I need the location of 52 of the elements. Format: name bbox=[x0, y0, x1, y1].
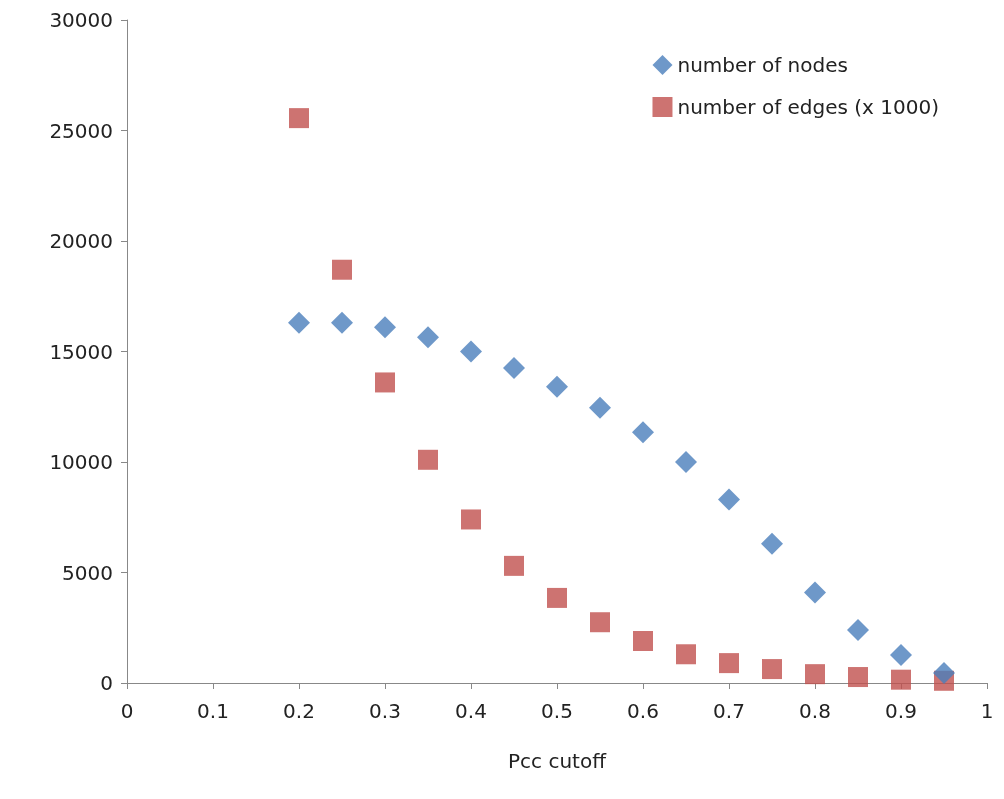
legend-label: number of edges (x 1000) bbox=[677, 95, 940, 119]
point bbox=[503, 357, 525, 380]
point bbox=[804, 581, 826, 604]
point bbox=[933, 662, 955, 685]
x-axis-title: Pcc cutoff bbox=[508, 749, 608, 773]
y-tick-label: 15000 bbox=[49, 339, 113, 364]
point bbox=[848, 667, 868, 688]
y-tick-label: 30000 bbox=[49, 8, 113, 32]
point bbox=[890, 643, 912, 666]
x-tick-label: 0.8 bbox=[799, 699, 831, 723]
point bbox=[418, 449, 438, 470]
y-tick-label: 25000 bbox=[49, 118, 113, 143]
point bbox=[589, 396, 611, 419]
x-tick-label: 0.9 bbox=[885, 699, 917, 723]
x-tick-label: 0 bbox=[120, 699, 134, 723]
x-tick-label: 1 bbox=[980, 699, 994, 723]
point bbox=[546, 375, 568, 398]
point bbox=[718, 488, 740, 511]
point bbox=[331, 311, 353, 334]
x-tick-label: 0.2 bbox=[283, 699, 315, 723]
point bbox=[676, 644, 696, 665]
x-tick-label: 0.1 bbox=[197, 699, 229, 723]
point bbox=[547, 587, 567, 608]
point bbox=[719, 653, 739, 674]
x-tick-label: 0.7 bbox=[713, 699, 745, 723]
point bbox=[504, 555, 524, 576]
legend-label: number of nodes bbox=[677, 53, 848, 77]
point bbox=[633, 631, 653, 652]
point bbox=[675, 451, 697, 473]
point bbox=[289, 108, 309, 129]
point bbox=[761, 532, 783, 555]
point bbox=[461, 509, 481, 530]
point bbox=[805, 664, 825, 685]
y-tick-label: 20000 bbox=[49, 229, 113, 253]
point bbox=[847, 618, 869, 641]
point bbox=[417, 326, 439, 349]
x-tick-label: 0.4 bbox=[455, 699, 487, 723]
y-tick-label: 10000 bbox=[49, 450, 113, 474]
point bbox=[632, 421, 654, 444]
point bbox=[891, 669, 911, 690]
x-tick-label: 0.6 bbox=[627, 699, 659, 723]
point bbox=[332, 259, 352, 280]
point bbox=[762, 659, 782, 680]
point bbox=[460, 340, 482, 363]
point bbox=[288, 311, 310, 334]
y-tick-label: 0 bbox=[100, 671, 113, 695]
x-tick-label: 0.3 bbox=[369, 699, 401, 723]
point bbox=[375, 372, 395, 393]
y-tick-label: 5000 bbox=[62, 560, 113, 585]
point bbox=[374, 316, 396, 339]
x-tick-label: 0.5 bbox=[541, 699, 573, 723]
point bbox=[590, 612, 610, 633]
